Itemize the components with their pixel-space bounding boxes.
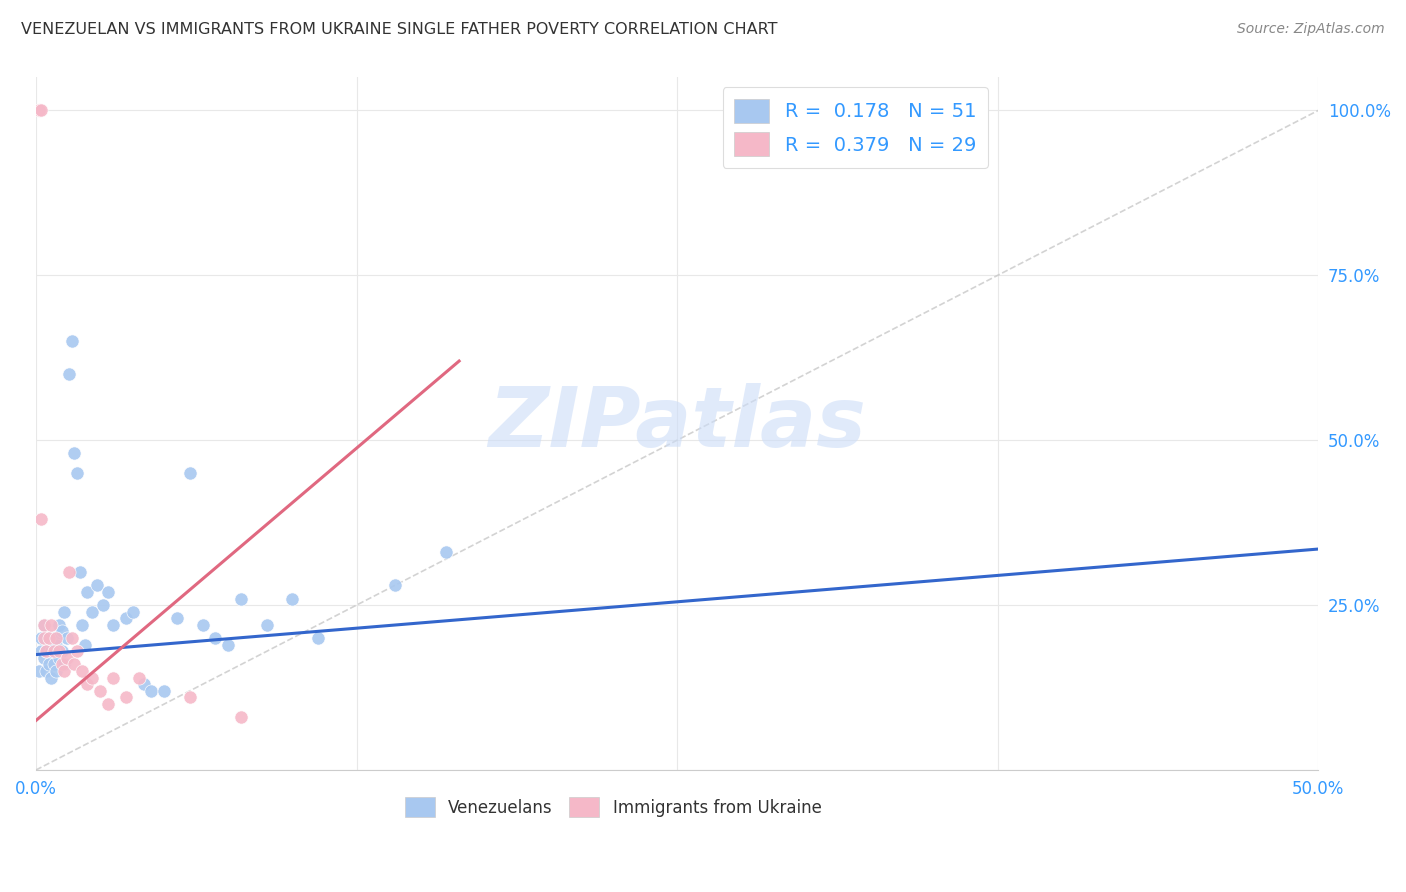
Point — [51, 624, 73, 639]
Point — [141, 683, 163, 698]
Point — [86, 578, 108, 592]
Point — [48, 644, 70, 658]
Point — [76, 585, 98, 599]
Point — [32, 618, 55, 632]
Point — [27, 103, 49, 118]
Point — [42, 631, 65, 645]
Point — [35, 664, 58, 678]
Point — [101, 618, 124, 632]
Point — [63, 657, 86, 672]
Point — [70, 618, 93, 632]
Point — [55, 651, 77, 665]
Point — [53, 605, 76, 619]
Point — [51, 657, 73, 672]
Point — [82, 605, 104, 619]
Point — [91, 598, 114, 612]
Point — [179, 690, 201, 705]
Point — [179, 466, 201, 480]
Point — [63, 446, 86, 460]
Point — [32, 618, 55, 632]
Point — [30, 103, 52, 118]
Point — [97, 697, 120, 711]
Point — [30, 512, 52, 526]
Point — [48, 651, 70, 665]
Point — [66, 466, 89, 480]
Point — [229, 710, 252, 724]
Point — [60, 334, 83, 349]
Text: ZIPatlas: ZIPatlas — [488, 384, 866, 464]
Point — [132, 677, 155, 691]
Point — [60, 631, 83, 645]
Point — [217, 638, 239, 652]
Point — [76, 677, 98, 691]
Point — [53, 664, 76, 678]
Point — [45, 664, 67, 678]
Point — [191, 618, 214, 632]
Point — [41, 671, 63, 685]
Point — [97, 585, 120, 599]
Point — [166, 611, 188, 625]
Point — [384, 578, 406, 592]
Point — [122, 605, 145, 619]
Point — [66, 644, 89, 658]
Point — [229, 591, 252, 606]
Point — [27, 664, 49, 678]
Point — [32, 651, 55, 665]
Point — [35, 644, 58, 658]
Point — [153, 683, 176, 698]
Legend: Venezuelans, Immigrants from Ukraine: Venezuelans, Immigrants from Ukraine — [398, 790, 828, 824]
Point — [256, 618, 278, 632]
Point — [35, 644, 58, 658]
Point — [41, 618, 63, 632]
Point — [101, 671, 124, 685]
Point — [27, 103, 49, 118]
Point — [307, 631, 329, 645]
Point — [70, 664, 93, 678]
Point — [281, 591, 304, 606]
Point — [114, 611, 136, 625]
Point — [30, 631, 52, 645]
Point — [73, 638, 96, 652]
Point — [38, 657, 60, 672]
Point — [58, 565, 80, 579]
Point — [82, 671, 104, 685]
Point — [58, 368, 80, 382]
Point — [41, 644, 63, 658]
Point — [69, 565, 91, 579]
Point — [114, 690, 136, 705]
Point — [32, 631, 55, 645]
Point — [53, 657, 76, 672]
Point — [89, 683, 111, 698]
Point — [45, 638, 67, 652]
Point — [204, 631, 226, 645]
Text: Source: ZipAtlas.com: Source: ZipAtlas.com — [1237, 22, 1385, 37]
Point — [42, 644, 65, 658]
Point — [128, 671, 150, 685]
Text: VENEZUELAN VS IMMIGRANTS FROM UKRAINE SINGLE FATHER POVERTY CORRELATION CHART: VENEZUELAN VS IMMIGRANTS FROM UKRAINE SI… — [21, 22, 778, 37]
Point — [51, 644, 73, 658]
Point — [45, 631, 67, 645]
Point — [434, 545, 457, 559]
Point — [55, 631, 77, 645]
Point — [30, 644, 52, 658]
Point — [38, 631, 60, 645]
Point — [38, 631, 60, 645]
Point — [42, 657, 65, 672]
Point — [48, 618, 70, 632]
